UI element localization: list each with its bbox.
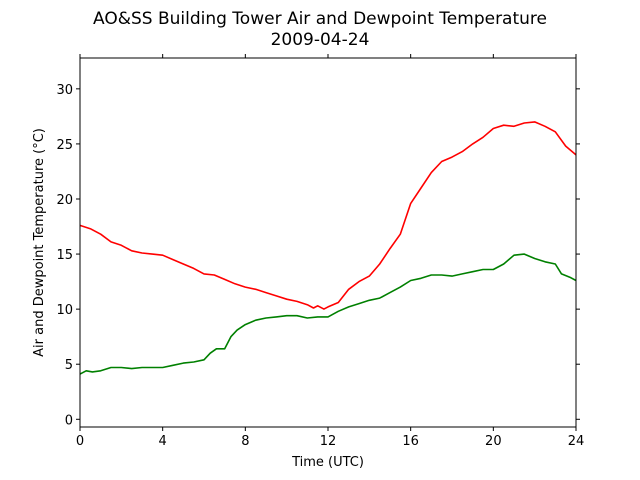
y-tick-label: 5 <box>65 358 73 373</box>
x-tick-label: 0 <box>76 434 84 449</box>
plot-frame <box>79 57 577 428</box>
chart-title: AO&SS Building Tower Air and Dewpoint Te… <box>93 9 547 29</box>
x-tick-label: 20 <box>485 434 502 449</box>
tick-layer: 0 4 8 12 16 20 24 0 5 10 15 20 25 30 <box>56 54 584 449</box>
x-axis-label: Time (UTC) <box>291 455 364 470</box>
y-tick-label: 0 <box>65 413 73 428</box>
x-tick-label: 4 <box>159 434 167 449</box>
y-tick-label: 25 <box>56 138 73 153</box>
y-tick-label: 30 <box>56 83 73 98</box>
series-line-0 <box>79 121 577 310</box>
x-tick-label: 8 <box>241 434 249 449</box>
y-tick-label: 20 <box>56 193 73 208</box>
chart-subtitle: 2009-04-24 <box>271 30 370 50</box>
y-tick-label: 15 <box>56 248 73 263</box>
x-tick-label: 24 <box>568 434 585 449</box>
series-layer <box>79 121 577 375</box>
y-axis-label: Air and Dewpoint Temperature (°C) <box>32 128 47 357</box>
y-tick-label: 10 <box>56 303 73 318</box>
x-tick-label: 16 <box>402 434 419 449</box>
series-line-1 <box>79 253 577 375</box>
x-tick-label: 12 <box>320 434 337 449</box>
